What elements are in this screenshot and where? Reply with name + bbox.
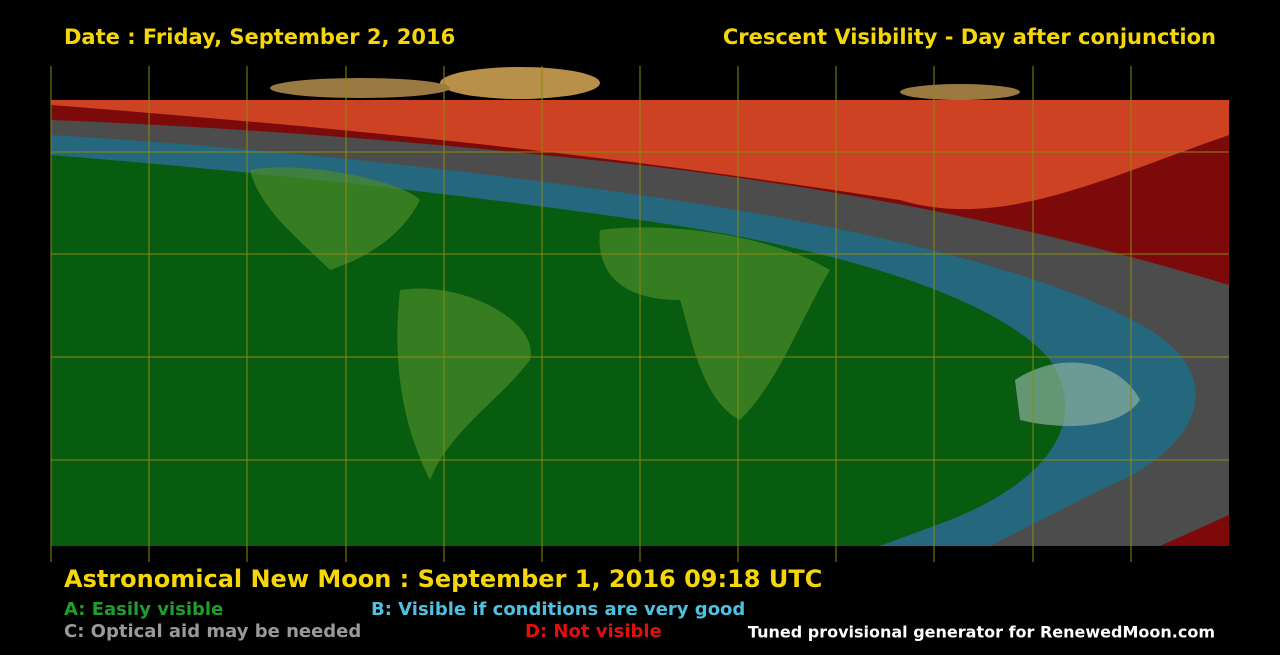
land-north-america	[250, 167, 420, 270]
date: Date : Friday, September 2, 2016	[64, 25, 455, 49]
land-africa	[599, 227, 830, 420]
land-south-america	[397, 288, 531, 480]
legend-d: D: Not visible	[525, 621, 662, 642]
zone-a	[51, 155, 1066, 546]
land-arctic	[900, 84, 1020, 100]
land-arctic	[270, 78, 450, 98]
land-australia	[1015, 362, 1140, 426]
title: Crescent Visibility - Day after conjunct…	[723, 25, 1216, 49]
legend-b: B: Visible if conditions are very good	[371, 599, 745, 620]
legend-c: C: Optical aid may be needed	[64, 621, 361, 642]
new-moon: Astronomical New Moon : September 1, 201…	[64, 565, 822, 593]
legend-a: A: Easily visible	[64, 599, 223, 620]
graticule	[50, 66, 1229, 562]
credit: Tuned provisional generator for RenewedM…	[748, 623, 1215, 642]
land-greenland	[440, 67, 600, 99]
